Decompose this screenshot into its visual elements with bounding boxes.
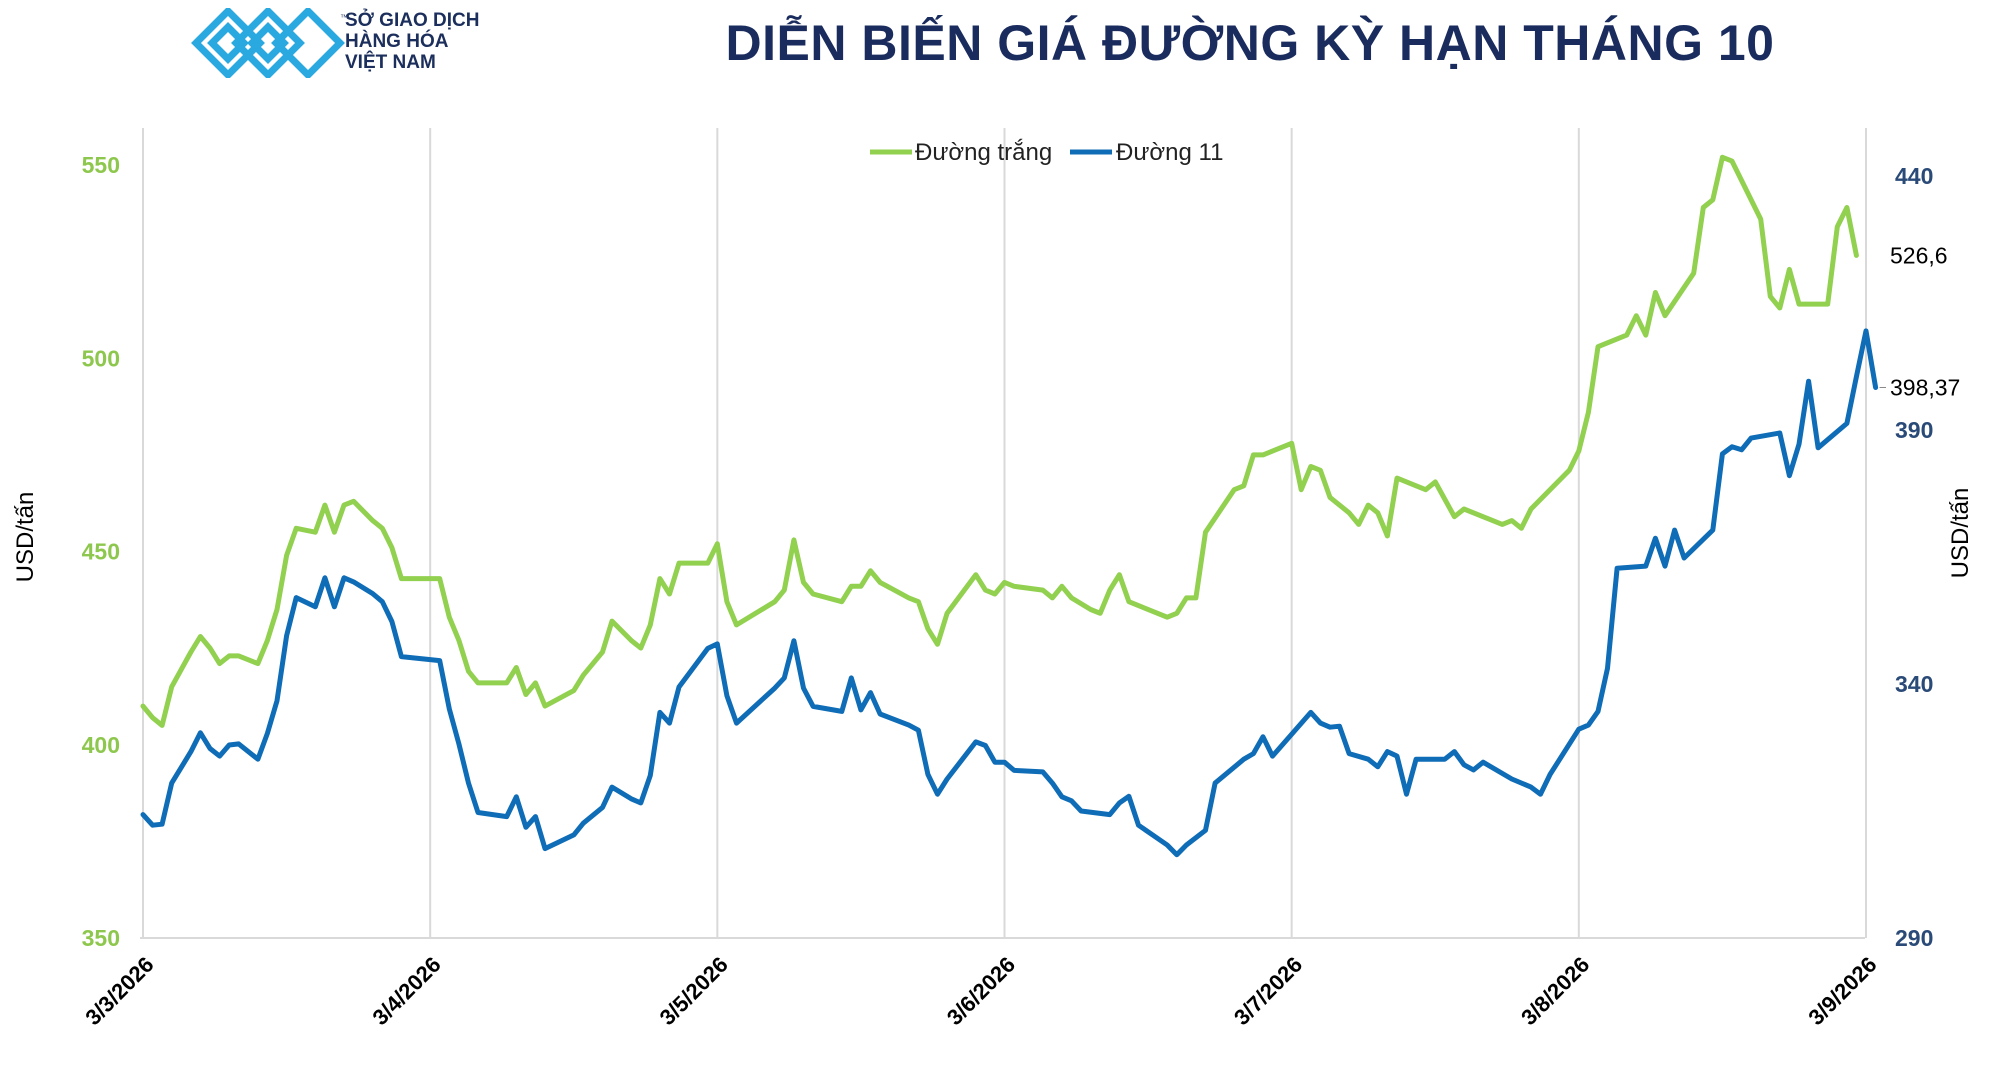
logo-line-1: SỞ GIAO DỊCH xyxy=(345,10,480,31)
left-axis-ticks: 350 400 450 500 550 xyxy=(82,152,120,951)
left-axis-title: USD/tấn xyxy=(12,492,39,583)
right-tick-label: 390 xyxy=(1895,417,1933,443)
end-label-sugar-11: 398,37 xyxy=(1890,374,1960,400)
right-axis-ticks: 290 340 390 440 xyxy=(1895,163,1933,951)
logo-text: SỞ GIAO DỊCH HÀNG HÓA VIỆT NAM xyxy=(345,10,479,73)
x-tick-label: 3/3/2026 xyxy=(80,952,158,1030)
series-layer xyxy=(140,154,1879,858)
x-tick-label: 3/8/2026 xyxy=(1516,952,1594,1030)
left-tick-label: 400 xyxy=(82,732,120,758)
series-line-white-sugar xyxy=(140,154,1859,728)
svg-text:™: ™ xyxy=(340,13,348,22)
left-tick-label: 350 xyxy=(82,925,120,951)
legend-label-sugar-11: Đường 11 xyxy=(1116,139,1223,166)
right-axis-title: USD/tấn xyxy=(1947,488,1974,579)
page-title: DIỄN BIẾN GIÁ ĐƯỜNG KỲ HẠN THÁNG 10 xyxy=(725,15,1775,71)
x-axis-ticks: 3/3/2026 3/4/2026 3/5/2026 3/6/2026 3/7/2026… xyxy=(80,952,1881,1030)
logo-line-3: VIỆT NAM xyxy=(345,52,436,73)
x-tick-label: 3/6/2026 xyxy=(942,952,1020,1030)
left-tick-label: 500 xyxy=(82,345,120,371)
left-tick-label: 450 xyxy=(82,539,120,565)
right-tick-label: 340 xyxy=(1895,671,1933,697)
end-labels: 526,6 398,37 xyxy=(1879,242,1960,400)
right-tick-label: 290 xyxy=(1895,925,1933,951)
logo-icon: ™ xyxy=(191,8,348,78)
legend-label-white-sugar: Đường trắng xyxy=(915,139,1052,166)
x-tick-label: 3/4/2026 xyxy=(367,952,445,1030)
end-label-white-sugar: 526,6 xyxy=(1890,242,1948,268)
legend: Đường trắng Đường 11 xyxy=(870,139,1223,166)
header: ™ SỞ GIAO DỊCH HÀNG HÓA VIỆT NAM DIỄN BI… xyxy=(0,0,2000,100)
grid-lines xyxy=(142,128,1867,938)
x-tick-label: 3/5/2026 xyxy=(655,952,733,1030)
x-tick-label: 3/7/2026 xyxy=(1229,952,1307,1030)
right-tick-label: 440 xyxy=(1895,163,1933,189)
x-tick-label: 3/9/2026 xyxy=(1803,952,1881,1030)
logo-line-2: HÀNG HÓA xyxy=(345,31,449,52)
series-line-sugar-11 xyxy=(140,328,1879,858)
left-tick-label: 550 xyxy=(82,152,120,178)
